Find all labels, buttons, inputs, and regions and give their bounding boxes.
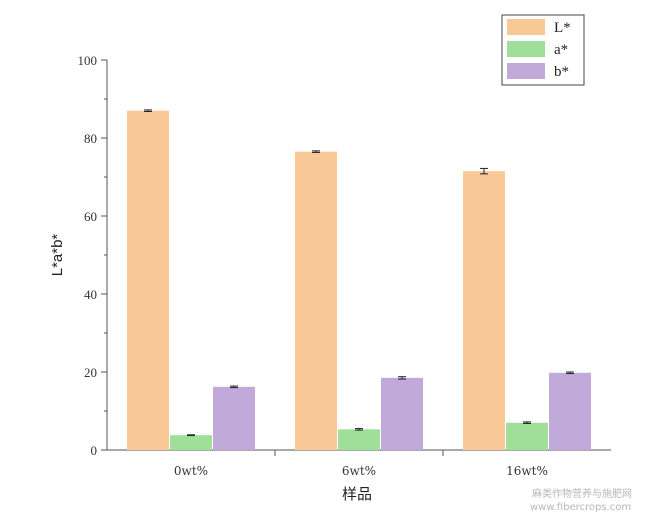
bar bbox=[170, 435, 212, 450]
bar bbox=[338, 429, 380, 450]
bar bbox=[127, 110, 169, 450]
watermark-line-2: www.fibercrops.com bbox=[530, 502, 631, 513]
legend-swatch bbox=[507, 19, 545, 35]
y-tick-label: 20 bbox=[84, 365, 97, 380]
bar bbox=[463, 171, 505, 450]
legend: L* a* b* bbox=[501, 14, 585, 86]
legend-swatch bbox=[507, 41, 545, 57]
y-tick-label: 40 bbox=[84, 287, 97, 302]
watermark-line-1: 麻类作物营养与施肥网 bbox=[532, 487, 632, 500]
bar bbox=[213, 386, 255, 450]
ticks: 0 20 40 60 80 100 0wt% 6wt% 16wt% bbox=[78, 53, 548, 478]
bars bbox=[127, 109, 591, 450]
y-tick-label: 0 bbox=[91, 443, 98, 458]
x-axis-title: 样品 bbox=[342, 486, 372, 503]
bar bbox=[295, 151, 337, 450]
legend-swatch bbox=[507, 63, 545, 79]
axes bbox=[106, 60, 611, 451]
y-tick-label: 60 bbox=[84, 209, 97, 224]
bar bbox=[549, 372, 591, 450]
bar bbox=[381, 377, 423, 450]
legend-label: b* bbox=[554, 64, 569, 80]
y-axis-title: L*a*b* bbox=[49, 234, 66, 277]
legend-label: a* bbox=[554, 42, 568, 58]
x-tick-label: 6wt% bbox=[342, 464, 376, 478]
y-tick-label: 80 bbox=[84, 131, 97, 146]
legend-label: L* bbox=[554, 20, 571, 36]
x-tick-label: 0wt% bbox=[174, 464, 208, 478]
bar bbox=[506, 422, 548, 450]
y-tick-label: 100 bbox=[78, 53, 98, 68]
x-tick-label: 16wt% bbox=[506, 464, 548, 478]
